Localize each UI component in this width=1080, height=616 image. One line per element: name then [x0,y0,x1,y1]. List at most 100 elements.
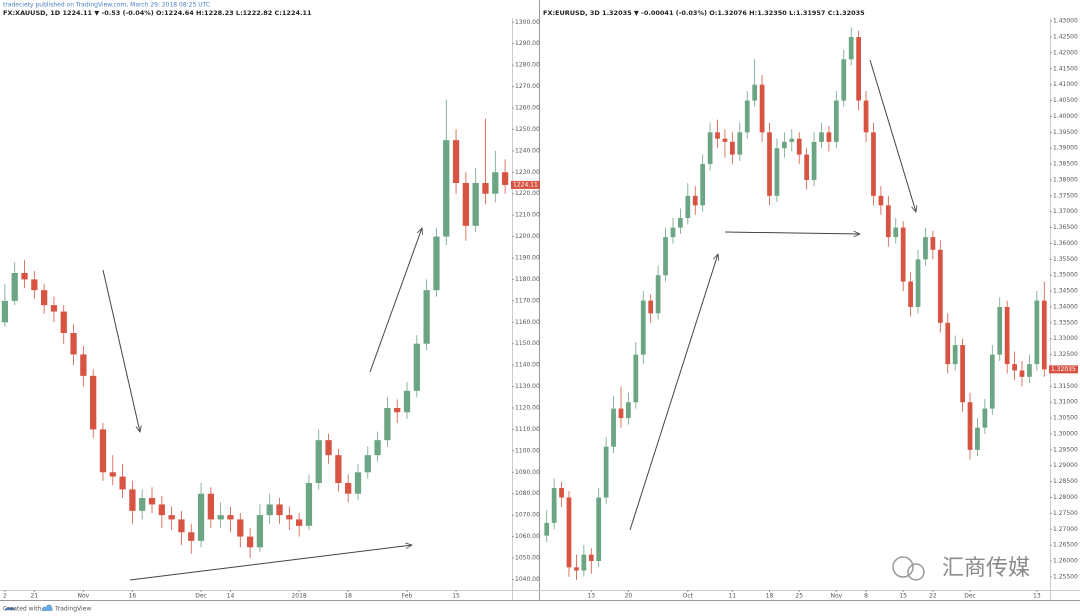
candle-body [744,100,750,133]
candle-body [443,140,450,237]
y-tick-label: 1.30500 [1053,415,1078,422]
y-tick-label: 1.38000 [1053,176,1078,183]
candle-body [655,275,661,314]
y-tick-label: 1.31000 [1053,399,1078,406]
candle-body [158,504,165,516]
arrow [869,59,916,212]
candle-body [796,138,802,155]
candle-body [492,172,499,194]
candle-body [997,306,1003,355]
candle-body [403,390,411,413]
candle-body [819,132,824,142]
candle-body [878,195,884,206]
y-tick-label: 1180.00 [515,276,540,283]
publisher: tradeciety published on TradingView.com,… [3,2,210,9]
x-tick-label: Oct [683,593,694,600]
y-tick-label: 1.37000 [1053,208,1078,215]
candle-body [670,227,676,238]
candle-body [21,273,28,280]
candle-body [1041,300,1047,370]
candle-body [596,497,602,562]
x-tick-label: Nov [78,593,90,600]
x-tick-label: 18 [766,593,774,600]
candle-body [217,515,224,520]
candle-body [246,536,254,548]
y-tick-label: 1.41500 [1053,65,1078,72]
candle-body [286,515,293,520]
candle-body [559,487,564,498]
candle-body [707,132,713,165]
candle-body [188,532,195,541]
x-tick-label: 25 [795,593,803,600]
y-tick-label: 1170.00 [515,297,540,304]
footer-brand: TradingView [54,606,91,613]
candle-body [685,195,691,219]
candle-body [863,100,869,133]
candle-body [982,408,988,428]
y-tick-label: 1.34000 [1053,303,1078,310]
candle-body [99,429,107,473]
x-tick-label: Dec [964,593,976,600]
y-tick-label: 1280.00 [515,62,540,69]
y-tick-label: 1270.00 [515,83,540,90]
x-tick-label: Feb [402,593,413,600]
candle-body [119,476,126,490]
y-tick-label: 1090.00 [515,469,540,476]
y-tick-label: 1210.00 [515,212,540,219]
y-tick-label: 1.29500 [1053,446,1078,453]
x-tick-label: 13 [1033,593,1041,600]
candle-body [781,141,787,149]
candle-body [937,249,943,323]
y-tick-label: 1100.00 [515,447,540,454]
candle-body [413,343,420,391]
y-tick-label: 1.36500 [1053,224,1078,231]
candle-body [197,493,205,541]
y-tick-label: 1220.00 [515,190,540,197]
arrow [102,269,140,432]
x-tick-label: 16 [129,593,137,600]
arrow [724,232,860,234]
footer-logo [41,604,53,611]
y-tick-label: 1.27500 [1053,510,1078,517]
candle-body [1004,306,1010,365]
chart-header: FX:EURUSD, 3D 1.32035 ▼ -0.00041 (-0.03%… [543,9,865,17]
y-tick-label: 1.33000 [1053,335,1078,342]
x-tick-label: 11 [729,593,737,600]
last-price-label: 1.32035 [1051,366,1076,373]
candle-body [227,515,234,520]
candle-body [237,519,244,537]
y-tick-label: 1070.00 [515,512,540,519]
candle-body [967,402,973,450]
y-tick-label: 1290.00 [515,40,540,47]
candle-body [394,408,401,413]
candle-body [70,333,77,355]
y-tick-label: 1040.00 [515,576,540,583]
candle-body [178,519,185,533]
candle-body [50,305,58,312]
candle-body [335,455,342,483]
candle-body [811,141,817,180]
y-tick-label: 1060.00 [515,533,540,540]
candle-body [256,515,264,548]
candle-body [930,237,936,250]
last-price-label: 1224.11 [513,181,538,188]
candle-body [618,408,624,419]
chart-header: FX:XAUUSD, 1D 1224.11 ▼ -0.53 (-0.04%) O… [3,9,312,17]
y-tick-label: 1.34500 [1053,288,1078,295]
x-tick-label: 20 [625,593,633,600]
candle-body [989,354,995,409]
candle-body [722,138,728,142]
candle-body [804,154,810,180]
x-tick-label: 15 [452,593,460,600]
candle-body [789,138,795,142]
footer-text: Created with [3,606,42,613]
candle-body [952,345,958,365]
y-tick-label: 1.37500 [1053,192,1078,199]
candle-body [826,132,832,142]
candle-body [109,472,116,477]
y-tick-label: 1.32500 [1053,351,1078,358]
y-tick-label: 1.28500 [1053,478,1078,485]
y-tick-label: 1.40500 [1053,97,1078,104]
candle-body [975,427,980,450]
